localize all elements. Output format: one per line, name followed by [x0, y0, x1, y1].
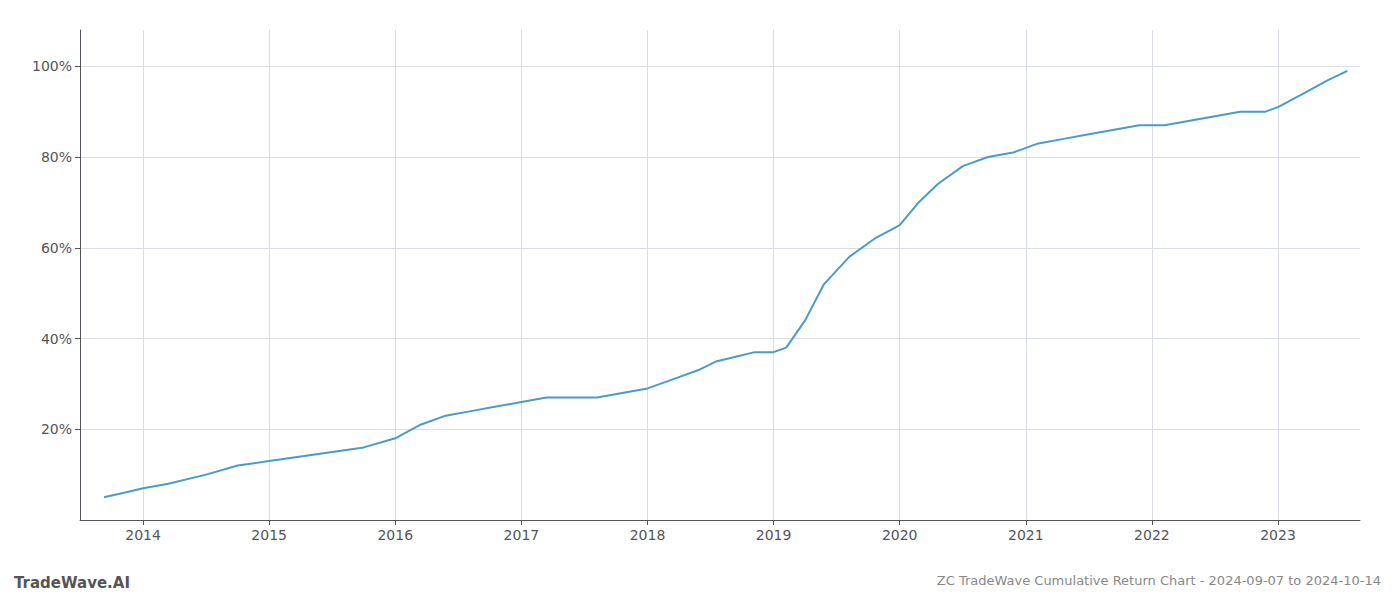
- svg-text:60%: 60%: [41, 240, 72, 256]
- svg-text:2018: 2018: [630, 527, 666, 543]
- svg-text:ZC TradeWave Cumulative Return: ZC TradeWave Cumulative Return Chart - 2…: [937, 573, 1381, 588]
- svg-text:2014: 2014: [125, 527, 161, 543]
- svg-text:100%: 100%: [32, 58, 72, 74]
- svg-text:2020: 2020: [882, 527, 918, 543]
- svg-text:2022: 2022: [1134, 527, 1170, 543]
- svg-text:20%: 20%: [41, 421, 72, 437]
- svg-text:2016: 2016: [377, 527, 413, 543]
- svg-text:2015: 2015: [251, 527, 287, 543]
- svg-text:2021: 2021: [1008, 527, 1044, 543]
- svg-text:80%: 80%: [41, 149, 72, 165]
- svg-text:2023: 2023: [1260, 527, 1296, 543]
- svg-text:TradeWave.AI: TradeWave.AI: [14, 574, 130, 592]
- svg-text:2019: 2019: [756, 527, 792, 543]
- svg-text:2017: 2017: [504, 527, 540, 543]
- svg-text:40%: 40%: [41, 331, 72, 347]
